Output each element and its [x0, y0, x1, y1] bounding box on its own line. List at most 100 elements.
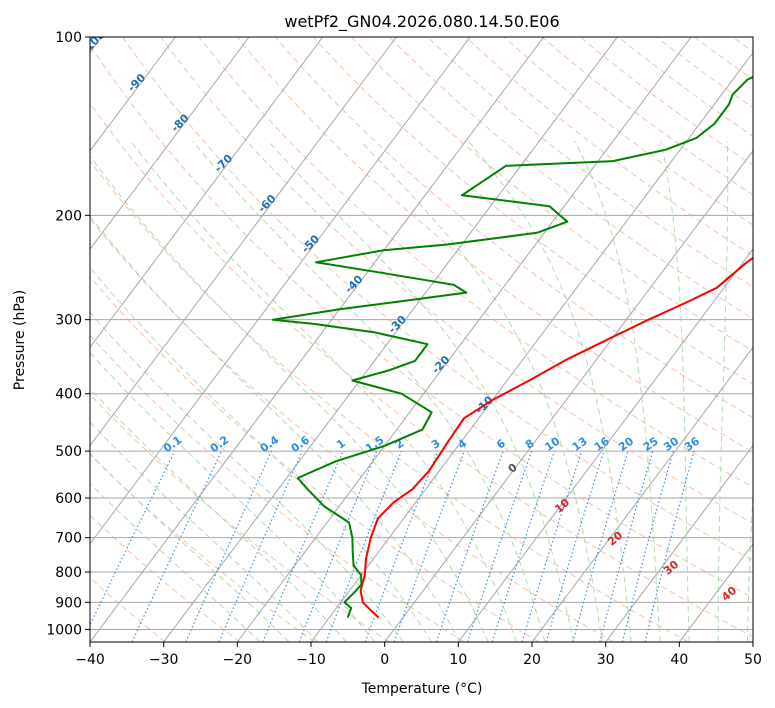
- isotherm-line: [752, 641, 753, 642]
- x-tick-label: −10: [296, 652, 326, 668]
- mixing-ratio-line: [466, 450, 533, 642]
- y-tick-label: 500: [55, 444, 82, 460]
- dry-adiabat-line: [732, 37, 753, 53]
- sounding-series: [271, 75, 753, 619]
- dry-adiabat-line: [160, 37, 753, 524]
- x-tick-label: 50: [744, 652, 762, 668]
- isotherm-line: [90, 37, 397, 447]
- dry-adiabat-line: [236, 37, 753, 453]
- dry-adiabat-line: [122, 37, 753, 561]
- mixing-ratio-label: 0.4: [258, 433, 282, 455]
- dry-adiabat-line: [90, 393, 390, 642]
- moist-adiabat-label: 30: [661, 558, 681, 578]
- dry-adiabat-line: [90, 44, 753, 599]
- mixing-ratio-label: 0.6: [289, 433, 313, 455]
- dry-adiabat-line: [90, 218, 614, 642]
- isotherm-line: [310, 51, 753, 642]
- mixing-ratio-line: [621, 450, 674, 642]
- moist-adiabat-line: [90, 311, 404, 642]
- y-tick-label: 800: [55, 565, 82, 581]
- y-tick-label: 200: [55, 208, 82, 224]
- isotherm-line: [90, 37, 471, 545]
- y-tick-label: 600: [55, 491, 82, 507]
- x-tick-label: 0: [380, 652, 389, 668]
- dry-adiabat-label: -50: [299, 232, 322, 255]
- isotherm-line: [605, 444, 753, 642]
- moist-adiabat-line: [360, 140, 603, 642]
- mixing-ratio-label: 1: [334, 437, 348, 452]
- mixing-ratio-line: [218, 450, 303, 642]
- x-tick-label: −30: [149, 652, 179, 668]
- mixing-ratio-line: [393, 450, 465, 642]
- x-tick-label: −20: [223, 652, 253, 668]
- temperature-profile: [359, 256, 753, 619]
- moist-adiabat-line: [90, 388, 347, 642]
- mixing-ratio-label: 6: [494, 437, 508, 452]
- mixing-ratio-line: [521, 450, 583, 642]
- moist-adiabat-line: [90, 215, 461, 642]
- moist-adiabat-line: [468, 140, 632, 642]
- dry-adiabat-line: [503, 37, 753, 226]
- y-axis-label: Pressure (hPa): [12, 290, 28, 390]
- mixing-ratio-label: 3: [429, 437, 443, 452]
- mixing-ratio-label: 0.1: [161, 433, 184, 455]
- y-axis-ticks: 100 200 300 400 500 600 700 800 900 1000: [46, 30, 90, 638]
- x-tick-label: 10: [449, 652, 467, 668]
- isotherm-line: [384, 150, 753, 642]
- dry-adiabat-line: [90, 276, 540, 642]
- dry-adiabat-line: [90, 453, 315, 642]
- moist-adiabat-label: 0: [506, 461, 520, 476]
- plot-frame: [89, 36, 754, 643]
- y-tick-label: 100: [55, 30, 82, 46]
- mixing-ratio-line: [298, 450, 378, 642]
- y-tick-label: 400: [55, 387, 82, 403]
- moist-adiabat-line: [574, 141, 661, 642]
- y-tick-label: 300: [55, 313, 82, 329]
- isotherm-grid: [90, 37, 753, 642]
- y-tick-label: 900: [55, 595, 82, 611]
- x-tick-label: 40: [670, 652, 688, 668]
- mixing-ratio-label: 0.2: [208, 433, 231, 455]
- y-tick-label: 700: [55, 531, 82, 547]
- plot-area: 0.1 0.2 0.4 0.6 1 1.5 2 3 4 6 8 10 13 16 20 25 30 36-100-…: [79, 28, 775, 642]
- dry-adiabat-line: [90, 334, 465, 642]
- mixing-ratio-line: [644, 450, 695, 642]
- dry-adiabat-line: [351, 37, 753, 352]
- moist-adiabats: [90, 140, 753, 642]
- mixing-ratio-line: [364, 450, 439, 642]
- dewpoint-profile: [271, 75, 753, 618]
- dry-adiabat-line: [274, 37, 753, 419]
- y-tick-label: 1000: [46, 622, 82, 638]
- dry-adiabats: [90, 37, 775, 642]
- moist-adiabat-line: [90, 452, 290, 642]
- moist-adiabat-line: [90, 155, 489, 642]
- isotherm-line: [163, 37, 618, 642]
- dry-adiabat-line: [90, 160, 689, 642]
- mixing-ratio-line: [262, 450, 344, 642]
- moist-adiabat-line: [268, 140, 575, 642]
- dry-adiabat-label: -80: [169, 111, 192, 134]
- mixing-ratio-line: [131, 450, 223, 642]
- isotherm-line: [678, 542, 753, 642]
- isotherm-line: [236, 37, 692, 642]
- dry-adiabat-line: [771, 37, 775, 642]
- dry-adiabat-line: [541, 37, 753, 196]
- dry-adiabat-label: -100: [79, 28, 108, 57]
- isotherm-line: [457, 248, 753, 642]
- x-axis-ticks: −40 −30 −20 −10 0 10 20 30 40 50: [75, 642, 762, 668]
- dry-adiabat-label: -40: [342, 272, 365, 295]
- dry-adiabat-line: [312, 37, 753, 385]
- mixing-ratio-line: [325, 450, 403, 642]
- isotherm-line: [90, 37, 545, 642]
- mixing-ratio-label: 8: [523, 437, 537, 452]
- curve-labels: 0.1 0.2 0.4 0.6 1 1.5 2 3 4 6 8 10 13 16 20 25 30 36-100-…: [79, 28, 739, 604]
- mixing-ratio-label: 4: [455, 437, 469, 452]
- isotherm-line: [90, 37, 250, 250]
- mixing-ratio-line: [545, 450, 605, 642]
- moist-adiabat-line: [192, 140, 546, 642]
- x-tick-label: 20: [523, 652, 541, 668]
- chart-title: wetPf2_GN04.2026.080.14.50.E06: [284, 12, 559, 32]
- x-tick-label: 30: [597, 652, 615, 668]
- mixing-ratio-line: [185, 450, 273, 642]
- mixing-ratio-line: [491, 450, 555, 642]
